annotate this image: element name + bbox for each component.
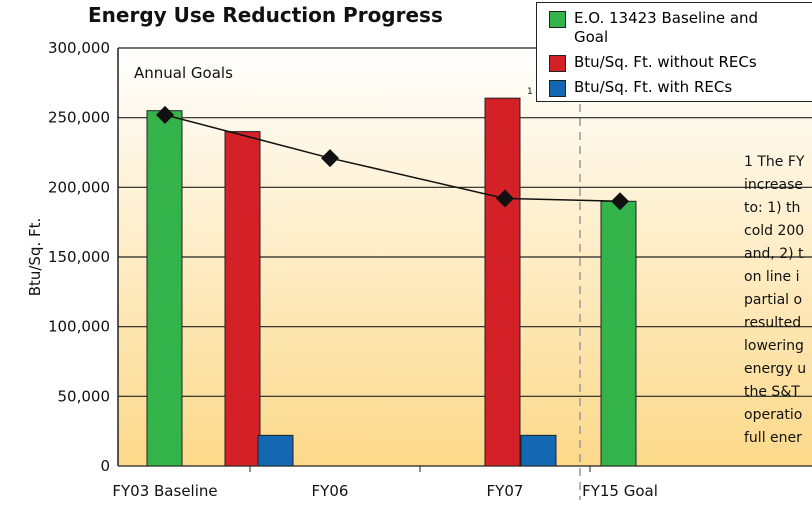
annotation: Annual Goals: [134, 64, 233, 82]
x-tick-label: FY03 Baseline: [112, 482, 217, 500]
y-tick-label: 50,000: [58, 387, 111, 405]
footnote-line: to: 1) th: [744, 200, 800, 216]
legend-swatch: [549, 11, 566, 28]
y-tick-label: 250,000: [48, 109, 110, 127]
legend: E.O. 13423 Baseline and Goal Btu/Sq. Ft. …: [536, 2, 812, 102]
bar: [224, 131, 261, 467]
goal-marker: [611, 192, 629, 211]
legend-item: Btu/Sq. Ft. without RECs: [549, 53, 812, 72]
goal-line: [164, 114, 621, 203]
legend-label: Btu/Sq. Ft. without RECs: [574, 53, 757, 71]
x-tick-label: FY15 Goal: [582, 482, 658, 500]
footnote-line: lowering: [744, 338, 804, 354]
legend-item: Btu/Sq. Ft. with RECs: [549, 78, 812, 97]
footnote-line: on line i: [744, 269, 800, 285]
footnote-line: resulted: [744, 315, 801, 331]
footnote-line: cold 200: [744, 223, 804, 239]
y-tick-label: 300,000: [48, 39, 110, 57]
legend-label: Btu/Sq. Ft. with RECs: [574, 78, 733, 96]
footnote-line: operatio: [744, 407, 802, 423]
footnote-line: the S&T: [744, 384, 800, 400]
bar: [520, 434, 557, 467]
x-tick-label: FY06: [312, 482, 349, 500]
bar: [600, 200, 637, 467]
bar: [257, 434, 294, 467]
legend-swatch: [549, 55, 566, 72]
bar: [146, 110, 183, 467]
footnote-line: full ener: [744, 430, 802, 446]
legend-item: E.O. 13423 Baseline and Goal: [549, 9, 812, 47]
footnote-marker: 1: [527, 87, 533, 97]
footnote-line: 1 The FY: [744, 154, 805, 170]
y-tick-label: 0: [100, 457, 110, 475]
goal-marker: [321, 149, 339, 168]
x-tick-label: FY07: [487, 482, 524, 500]
legend-swatch: [549, 80, 566, 97]
footnote-line: energy u: [744, 361, 806, 377]
footnote-line: partial o: [744, 292, 802, 308]
bar: [484, 97, 521, 467]
y-tick-label: 100,000: [48, 318, 110, 336]
footnote-line: and, 2) t: [744, 246, 804, 262]
goal-marker: [156, 105, 174, 124]
y-axis-label: Btu/Sq. Ft.: [26, 218, 44, 297]
legend-label: E.O. 13423 Baseline and Goal: [574, 9, 759, 46]
chart-title: Energy Use Reduction Progress: [88, 3, 443, 27]
footnote-line: increase: [744, 177, 803, 193]
y-tick-label: 200,000: [48, 178, 110, 196]
y-tick-label: 150,000: [48, 248, 110, 266]
goal-marker: [496, 189, 514, 208]
